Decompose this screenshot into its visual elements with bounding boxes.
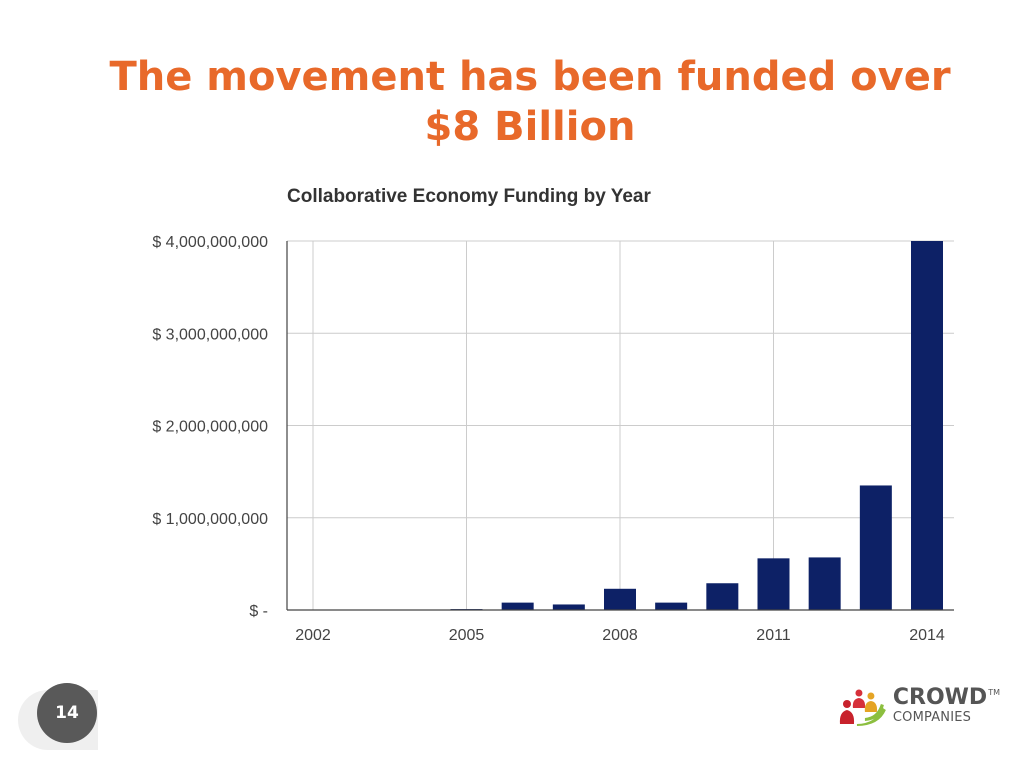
bar-2009 — [655, 602, 688, 610]
crowd-companies-logo-mark-icon — [839, 689, 886, 726]
logo-name-line1: CROWD — [892, 684, 988, 710]
x-tick-label: 2002 — [295, 627, 331, 644]
y-tick-label: $ 3,000,000,000 — [152, 326, 268, 343]
y-tick-label: $ 4,000,000,000 — [152, 234, 268, 251]
bar-2006 — [501, 602, 534, 610]
slide-number-badge: 14 — [37, 683, 97, 743]
x-tick-label: 2014 — [909, 627, 945, 644]
x-tick-label: 2008 — [602, 627, 638, 644]
x-tick-label: 2011 — [756, 627, 791, 644]
bar-2008 — [604, 588, 636, 610]
x-tick-label: 2005 — [449, 627, 485, 644]
bar-2007 — [552, 604, 585, 610]
y-axis-tick-labels: $ - $ 1,000,000,000 $ 2,000,000,000 $ 3,000… — [152, 234, 268, 620]
logo-name-line2: COMPANIES — [892, 709, 972, 725]
chart-axes — [286, 241, 954, 611]
slide-title-line1: The movement has been funded over — [109, 54, 951, 100]
bar-2011 — [757, 558, 790, 610]
y-tick-label: $ 1,000,000,000 — [152, 511, 268, 528]
chart-title: Collaborative Economy Funding by Year — [287, 186, 651, 207]
x-axis-tick-labels: 2002 2005 2008 2011 2014 — [295, 627, 945, 644]
chart-bars — [450, 241, 943, 610]
y-tick-label: $ - — [249, 603, 268, 620]
chart-grid — [287, 240, 954, 610]
crowd-companies-logo: CROWD TM COMPANIES — [835, 684, 1000, 726]
bar-2014 — [911, 241, 943, 610]
slide-title: The movement has been funded over $8 Bil… — [0, 52, 1024, 152]
bar-2010 — [706, 583, 739, 610]
logo-trademark: TM — [988, 687, 1000, 697]
bar-2013 — [859, 485, 892, 610]
y-tick-label: $ 2,000,000,000 — [152, 419, 268, 436]
bar-2012 — [808, 557, 841, 610]
slide-title-line2: $8 Billion — [424, 104, 636, 150]
